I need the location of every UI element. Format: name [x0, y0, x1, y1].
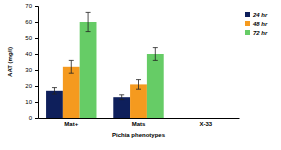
y-tick-mark	[35, 102, 38, 103]
y-tick-label: 40	[25, 51, 32, 57]
bar	[113, 97, 130, 118]
y-tick: 70	[25, 3, 38, 9]
y-tick-mark	[35, 54, 38, 55]
legend-swatch	[245, 21, 250, 26]
bar	[197, 118, 214, 119]
error-bar	[52, 88, 57, 94]
y-tick-mark	[35, 70, 38, 71]
x-axis: Mat+ Mats X-33	[39, 118, 240, 127]
x-tick-label: X-33	[199, 121, 212, 127]
error-bar	[136, 80, 141, 90]
y-tick-label: 50	[25, 35, 32, 41]
y-tick-mark	[35, 86, 38, 87]
y-axis-title: AAT (mg/l)	[7, 47, 13, 77]
y-tick-label: 10	[25, 99, 32, 105]
y-tick-mark	[35, 118, 38, 119]
legend-swatch	[245, 30, 250, 35]
y-tick-label: 60	[25, 19, 32, 25]
y-axis: 0 10 20 30 40 50 60 70	[25, 3, 38, 121]
y-tick: 0	[29, 115, 38, 121]
y-tick: 20	[25, 83, 38, 89]
bar	[147, 54, 164, 118]
y-tick: 40	[25, 51, 38, 57]
y-tick-mark	[35, 6, 38, 7]
error-bar	[153, 48, 158, 61]
y-tick-label: 0	[29, 115, 33, 121]
legend-label: 24 hr	[252, 12, 268, 18]
y-axis-line	[35, 7, 39, 119]
error-bar	[119, 95, 124, 100]
bars	[46, 12, 164, 118]
bar	[80, 22, 97, 118]
y-tick-label: 30	[25, 67, 32, 73]
y-tick-mark	[35, 38, 38, 39]
y-tick: 50	[25, 35, 38, 41]
x-tick: Mats	[132, 118, 146, 127]
x-axis-line	[39, 118, 240, 119]
error-bar	[69, 60, 74, 73]
y-tick-mark	[35, 22, 38, 23]
legend-label: 48 hr	[252, 21, 268, 27]
y-tick: 10	[25, 99, 38, 105]
x-axis-title: Pichia phenotypes	[112, 132, 166, 138]
error-bar	[86, 12, 91, 31]
bar	[63, 67, 80, 118]
bar	[214, 118, 231, 119]
plot: 0 10 20 30 40 50 60 70 Mat+ Mats X-33	[25, 3, 239, 127]
x-tick: X-33	[199, 118, 212, 127]
y-tick-label: 20	[25, 83, 32, 89]
x-tick-label: Mat+	[64, 121, 78, 127]
chart: 0 10 20 30 40 50 60 70 Mat+ Mats X-33 Pichia phenot…	[0, 0, 281, 150]
bar	[46, 91, 63, 118]
legend-swatch	[245, 12, 250, 17]
x-tick-label: Mats	[132, 121, 146, 127]
bar	[181, 118, 198, 119]
legend-label: 72 hr	[253, 30, 268, 36]
x-tick: Mat+	[64, 118, 78, 127]
y-tick: 30	[25, 67, 38, 73]
y-tick-label: 70	[25, 3, 32, 9]
y-tick: 60	[25, 19, 38, 25]
legend: 24 hr 48 hr 72 hr	[245, 12, 268, 36]
